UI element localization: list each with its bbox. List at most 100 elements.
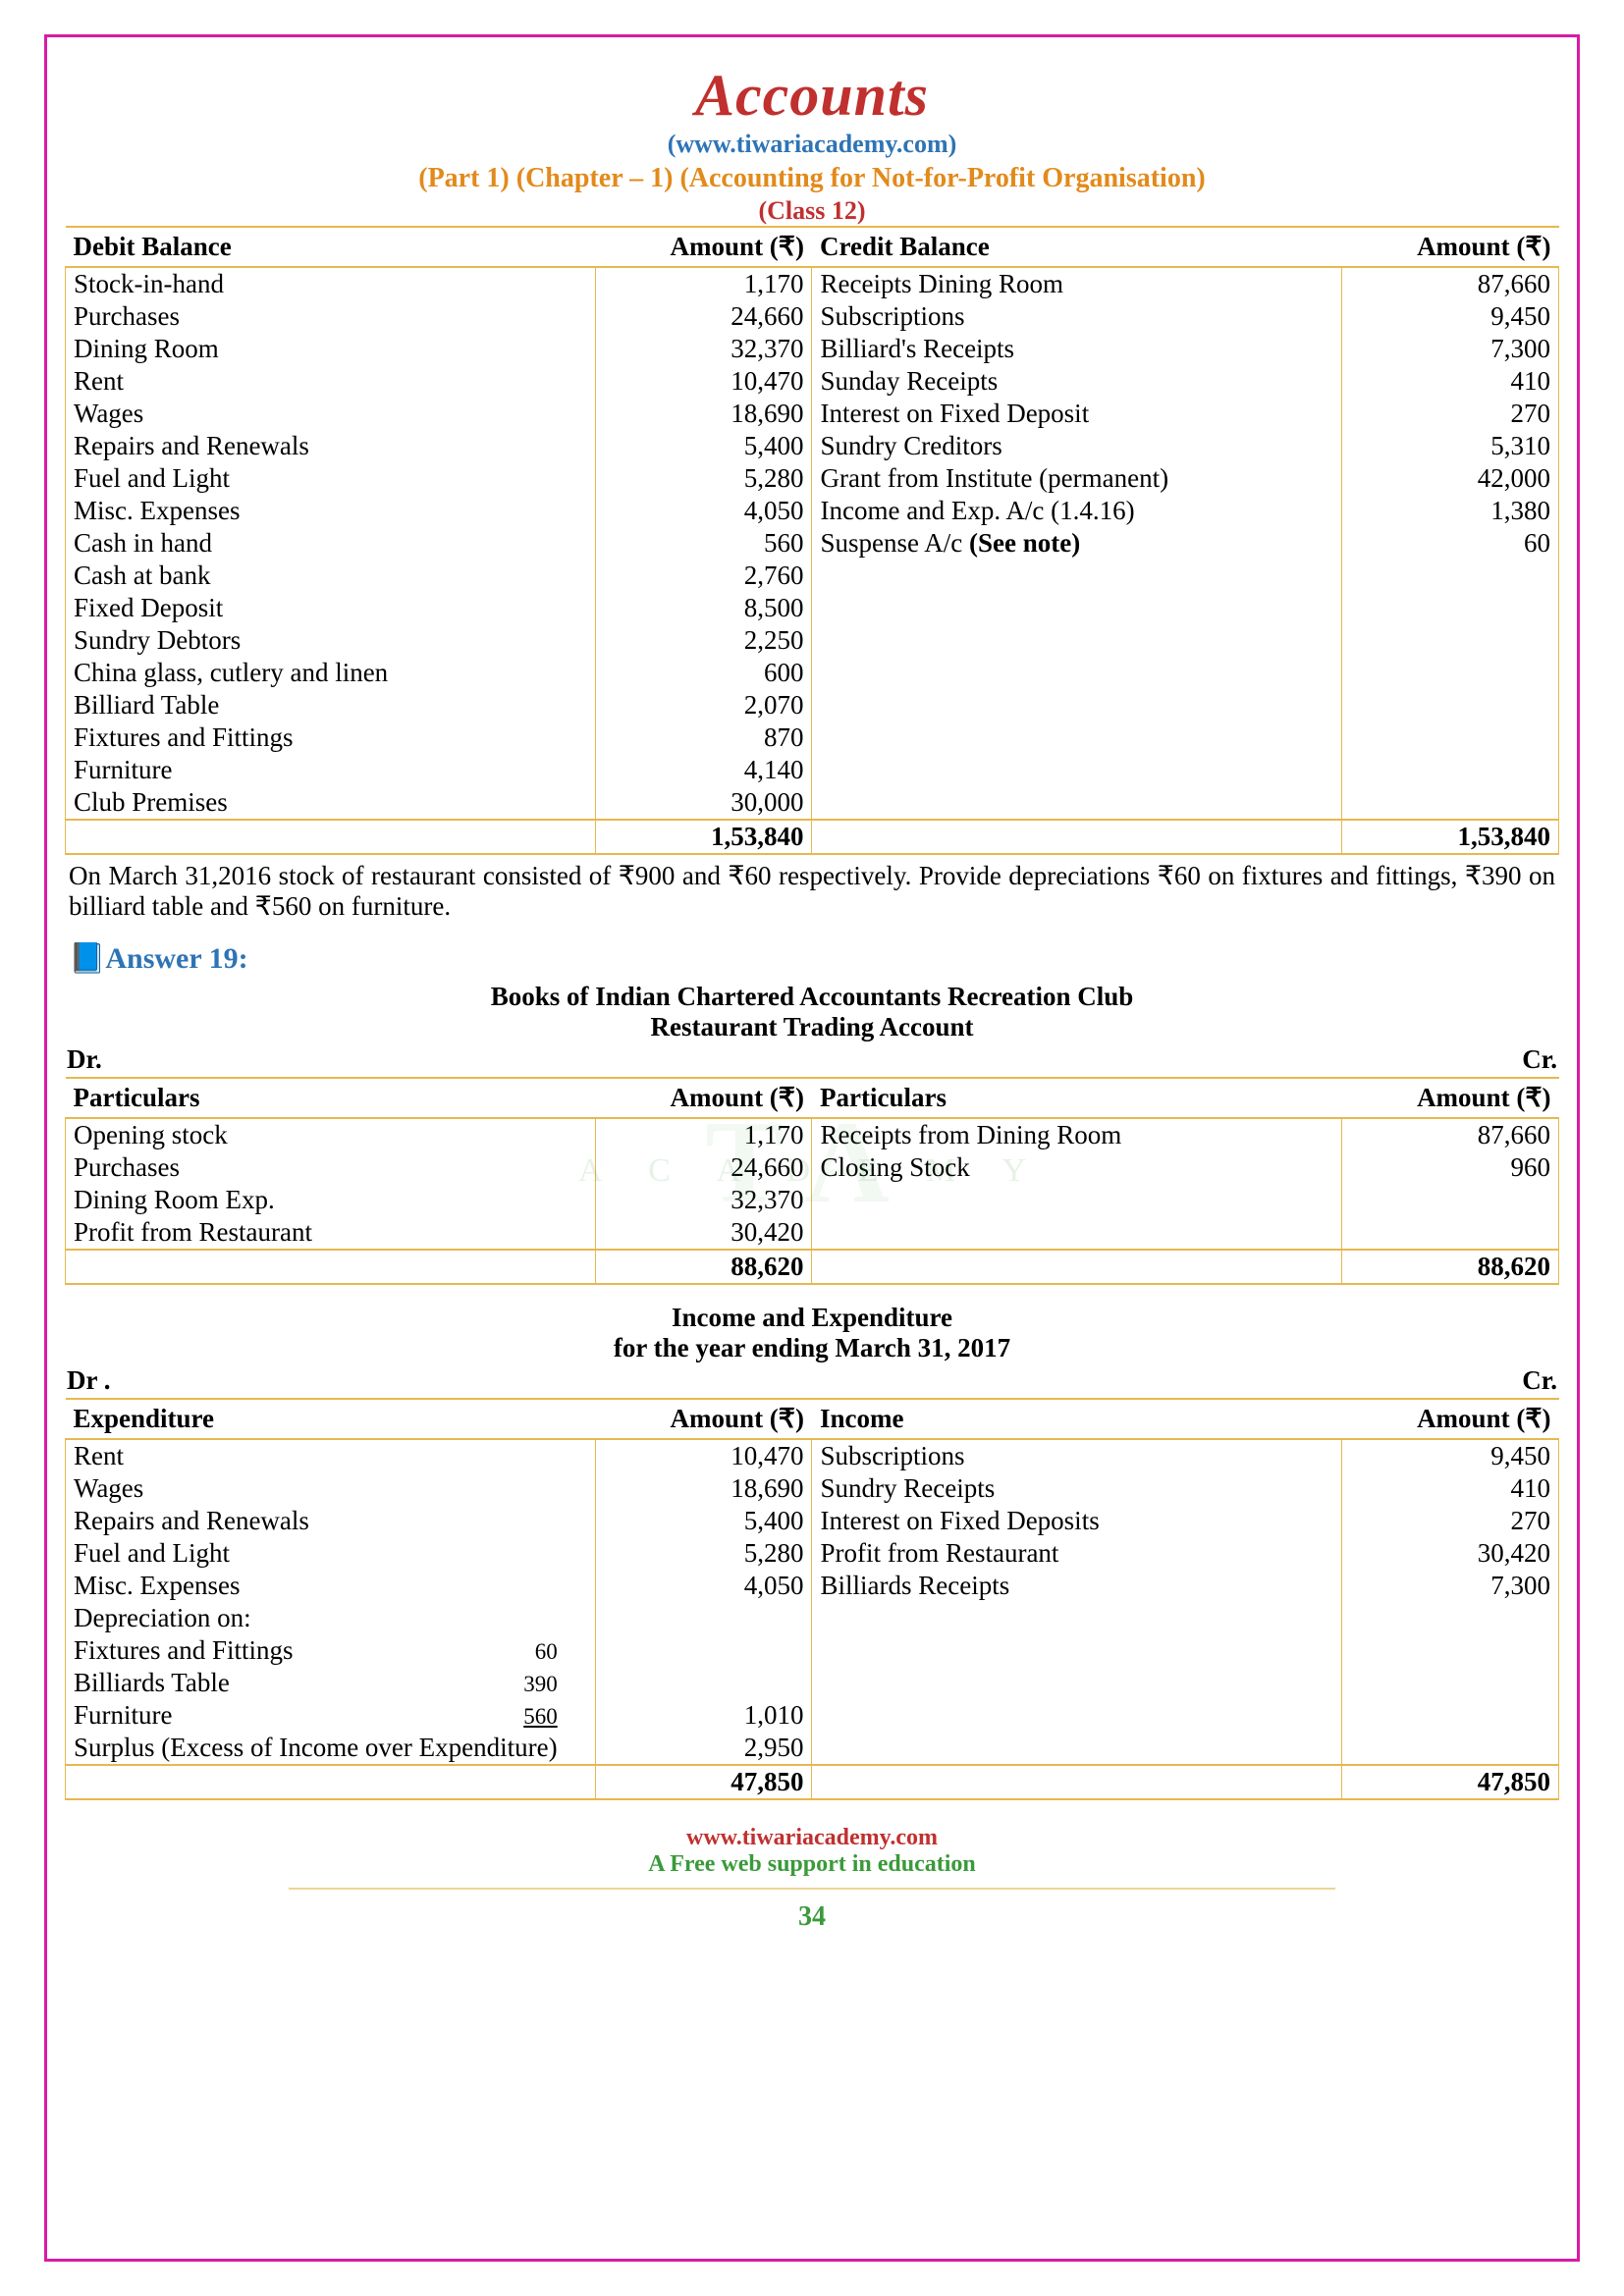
row-label: Wages	[66, 398, 596, 430]
footer-rule	[289, 1888, 1334, 1890]
row-amount: 24,660	[595, 1151, 812, 1184]
total-blank2	[812, 820, 1342, 854]
page-number: 34	[65, 1901, 1559, 1933]
row-amount	[1342, 1732, 1559, 1765]
books-title-1: Books of Indian Chartered Accountants Re…	[65, 982, 1559, 1012]
t3-h3: Income	[812, 1399, 1342, 1439]
row-label: Wages	[66, 1472, 596, 1505]
main-title: Accounts	[65, 62, 1559, 130]
row-amount: 4,050	[595, 495, 812, 527]
t2-h1: Particulars	[66, 1078, 596, 1118]
row-amount	[1342, 1216, 1559, 1250]
row-amount	[1342, 1602, 1559, 1634]
row-label	[812, 786, 1342, 820]
row-label: Repairs and Renewals	[66, 430, 596, 462]
cr-label: Cr.	[813, 1044, 1557, 1075]
row-label: Receipts Dining Room	[812, 267, 1342, 300]
row-label	[812, 1699, 1342, 1732]
row-amount	[1342, 786, 1559, 820]
row-amount: 7,300	[1342, 333, 1559, 365]
row-label: Furniture560	[66, 1699, 596, 1732]
row-amount	[1342, 657, 1559, 689]
row-amount: 1,010	[595, 1699, 812, 1732]
row-amount: 24,660	[595, 300, 812, 333]
row-amount: 410	[1342, 1472, 1559, 1505]
row-label: Receipts from Dining Room	[812, 1118, 1342, 1151]
t3-h2: Amount (₹)	[595, 1399, 812, 1439]
row-amount: 1,170	[595, 267, 812, 300]
row-label: Profit from Restaurant	[812, 1537, 1342, 1570]
t2-h4: Amount (₹)	[1342, 1078, 1559, 1118]
row-label: Misc. Expenses	[66, 495, 596, 527]
row-label: Fixtures and Fittings	[66, 721, 596, 754]
row-label: Sundry Debtors	[66, 624, 596, 657]
row-label	[812, 1732, 1342, 1765]
total-right: 1,53,840	[1342, 820, 1559, 854]
dr-label-2: Dr .	[67, 1365, 892, 1396]
row-amount: 270	[1342, 1505, 1559, 1537]
row-label	[812, 1216, 1342, 1250]
row-label: Misc. Expenses	[66, 1570, 596, 1602]
ie-title-2: for the year ending March 31, 2017	[65, 1333, 1559, 1363]
row-amount	[1342, 1184, 1559, 1216]
cr-label-2: Cr.	[893, 1365, 1557, 1396]
t3-h4: Amount (₹)	[1342, 1399, 1559, 1439]
t2-total-l: 88,620	[595, 1250, 812, 1284]
row-amount	[1342, 592, 1559, 624]
t2-total-blank2	[812, 1250, 1342, 1284]
row-label: Interest on Fixed Deposit	[812, 398, 1342, 430]
row-label	[812, 1184, 1342, 1216]
t3-total-blank	[66, 1765, 596, 1799]
row-amount: 87,660	[1342, 267, 1559, 300]
row-amount: 4,050	[595, 1570, 812, 1602]
row-label: Fuel and Light	[66, 1537, 596, 1570]
row-label: Dining Room	[66, 333, 596, 365]
row-amount: 410	[1342, 365, 1559, 398]
row-label: Fuel and Light	[66, 462, 596, 495]
row-amount: 32,370	[595, 1184, 812, 1216]
row-label: Dining Room Exp.	[66, 1184, 596, 1216]
row-amount	[1342, 689, 1559, 721]
row-label: Sundry Creditors	[812, 430, 1342, 462]
row-label: Purchases	[66, 300, 596, 333]
row-amount: 18,690	[595, 1472, 812, 1505]
row-amount: 270	[1342, 398, 1559, 430]
row-label: Billiards Table390	[66, 1667, 596, 1699]
row-amount	[1342, 754, 1559, 786]
row-label: China glass, cutlery and linen	[66, 657, 596, 689]
row-label: Billiard's Receipts	[812, 333, 1342, 365]
t3-h1: Expenditure	[66, 1399, 596, 1439]
row-label: Sunday Receipts	[812, 365, 1342, 398]
ie-title-1: Income and Expenditure	[65, 1303, 1559, 1333]
row-amount: 9,450	[1342, 300, 1559, 333]
row-label	[812, 1602, 1342, 1634]
row-label	[812, 624, 1342, 657]
site-link: (www.tiwariacademy.com)	[65, 130, 1559, 159]
row-amount	[1342, 560, 1559, 592]
row-amount: 2,250	[595, 624, 812, 657]
row-amount	[1342, 1699, 1559, 1732]
row-amount: 5,310	[1342, 430, 1559, 462]
total-blank	[66, 820, 596, 854]
row-amount	[595, 1667, 812, 1699]
page-header: Accounts (www.tiwariacademy.com) (Part 1…	[65, 62, 1559, 226]
chapter-line: (Part 1) (Chapter – 1) (Accounting for N…	[65, 163, 1559, 194]
total-left: 1,53,840	[595, 820, 812, 854]
row-label: Billiard Table	[66, 689, 596, 721]
th-amt-r: Amount (₹)	[1342, 227, 1559, 267]
row-label: Billiards Receipts	[812, 1570, 1342, 1602]
row-amount	[595, 1602, 812, 1634]
row-label	[812, 592, 1342, 624]
row-amount: 30,420	[595, 1216, 812, 1250]
page-footer: www.tiwariacademy.com A Free web support…	[65, 1825, 1559, 1933]
row-amount: 2,070	[595, 689, 812, 721]
row-label: Closing Stock	[812, 1151, 1342, 1184]
row-amount: 42,000	[1342, 462, 1559, 495]
row-label: Stock-in-hand	[66, 267, 596, 300]
answer-heading-text: Answer 19:	[105, 942, 247, 975]
row-amount: 1,170	[595, 1118, 812, 1151]
row-amount: 32,370	[595, 333, 812, 365]
dr-label: Dr.	[67, 1044, 811, 1075]
row-label: Cash at bank	[66, 560, 596, 592]
row-label: Repairs and Renewals	[66, 1505, 596, 1537]
